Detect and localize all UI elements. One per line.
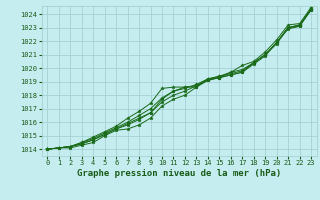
- X-axis label: Graphe pression niveau de la mer (hPa): Graphe pression niveau de la mer (hPa): [77, 169, 281, 178]
